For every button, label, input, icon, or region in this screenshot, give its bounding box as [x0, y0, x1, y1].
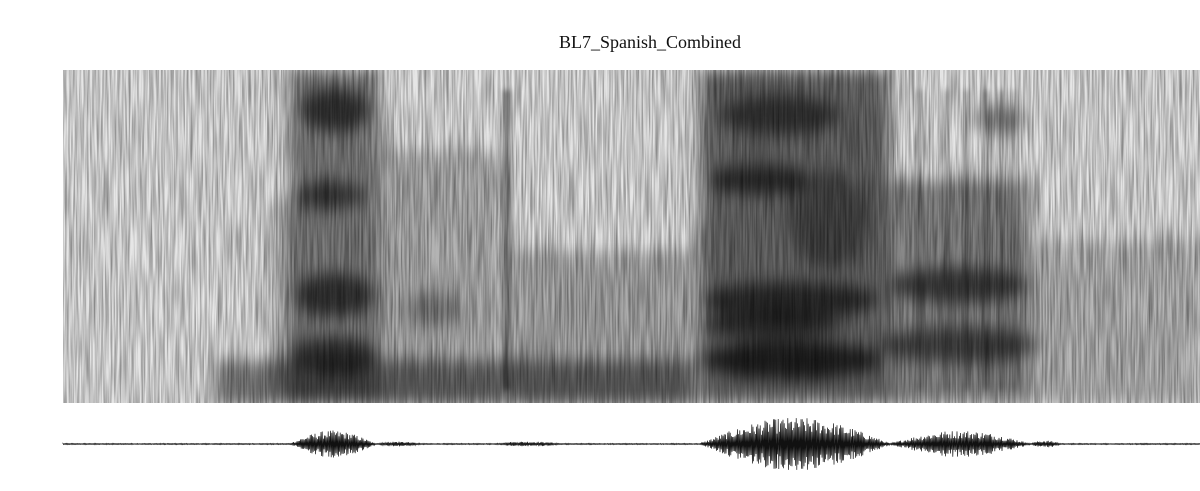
- striation: [504, 90, 507, 390]
- striations: [504, 90, 1015, 390]
- striation: [918, 90, 921, 390]
- spectrogram-texture: [63, 70, 1200, 403]
- title: BL7_Spanish_Combined: [559, 32, 741, 52]
- spectrogram: [63, 70, 1200, 403]
- waveform: [62, 418, 1200, 470]
- waveform-signal: [62, 418, 1200, 470]
- striation: [945, 90, 948, 390]
- striation: [985, 90, 988, 390]
- striation: [1000, 90, 1003, 390]
- striation: [1012, 90, 1015, 390]
- striation: [965, 90, 968, 390]
- striation: [507, 90, 510, 390]
